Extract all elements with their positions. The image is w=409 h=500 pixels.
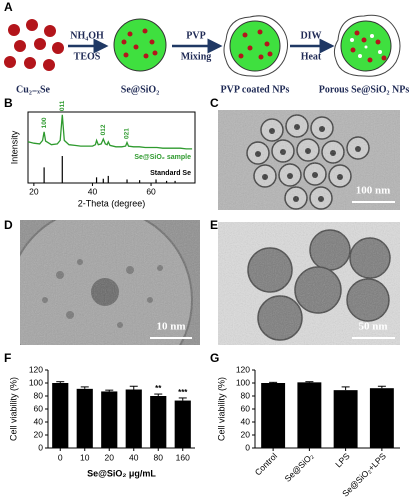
plot-frame: [27, 111, 196, 184]
panel-label: A: [4, 0, 13, 14]
y-axis-label: Cell viability (%): [216, 377, 226, 441]
x-tick-label: 0: [58, 452, 63, 462]
y-tick-label: 0: [38, 442, 43, 452]
x-tick-label: 160: [176, 452, 190, 462]
peak-label: 011: [59, 100, 66, 111]
series-label: Standard Se: [150, 170, 191, 177]
panel-label: F: [4, 351, 11, 365]
tem-image-e: [218, 222, 400, 345]
scale-bar-label: 10 nm: [156, 321, 185, 333]
xrd-curve: [27, 114, 193, 150]
peak-label: 100: [41, 117, 48, 128]
scale-bar-label: 50 nm: [358, 321, 387, 333]
panel-label: E: [210, 218, 218, 232]
significance: ***: [178, 388, 188, 397]
bar: [333, 390, 358, 448]
stage-label: Se@SiO₂: [121, 84, 159, 95]
peak-label: 012: [100, 124, 107, 135]
panel-label: D: [4, 218, 13, 232]
reagent: TEOS: [74, 51, 101, 62]
x-tick-label: 80: [154, 452, 164, 462]
y-tick-label: 100: [29, 377, 43, 387]
panel-label: C: [210, 96, 219, 110]
x-tick-label: 20: [29, 186, 39, 196]
stage-label: Cu₂₋ₓSe: [16, 84, 50, 95]
y-tick-label: 100: [236, 377, 250, 387]
x-tick-label: 10: [80, 452, 90, 462]
pvp-coated-particle: [223, 15, 288, 77]
bar: [297, 382, 322, 448]
panel-label: B: [4, 96, 13, 110]
x-tick-label: 20: [105, 452, 115, 462]
tem-image-c: [218, 110, 400, 210]
reagent: NH₄OH: [70, 30, 104, 41]
reagent: DIW: [300, 30, 321, 41]
y-tick-label: 60: [241, 403, 251, 413]
peak-label: 021: [124, 128, 131, 139]
reagent: Heat: [301, 51, 322, 62]
panel-label: G: [210, 351, 219, 365]
x-axis-label: 2-Theta (degree): [78, 198, 146, 208]
x-axis-label: Se@SiO₂ μg/mL: [87, 468, 156, 478]
x-tick-label: 40: [88, 186, 98, 196]
y-tick-label: 20: [241, 429, 251, 439]
y-tick-label: 40: [241, 416, 251, 426]
x-tick-label: Se@SiO₂: [282, 451, 315, 484]
bar: [52, 383, 69, 448]
y-tick-label: 0: [245, 442, 250, 452]
series-label: Se@SiO₂ sample: [134, 154, 191, 161]
y-axis-label: Intensity: [9, 130, 19, 164]
y-tick-label: 80: [34, 390, 44, 400]
cu-se-particles: [4, 19, 64, 71]
porous-particle: [333, 14, 401, 77]
y-tick-label: 60: [34, 403, 44, 413]
x-tick-label: 60: [146, 186, 156, 196]
stage-label: PVP coated NPs: [221, 84, 290, 95]
y-tick-label: 80: [241, 390, 251, 400]
y-tick-label: 20: [34, 429, 44, 439]
stage-label: Porous Se@SiO₂ NPs: [319, 84, 409, 95]
scale-bar-label: 100 nm: [356, 185, 391, 197]
bar: [76, 388, 93, 448]
significance: **: [155, 384, 162, 393]
bar: [101, 391, 118, 448]
reagent: PVP: [186, 30, 205, 41]
y-tick-label: 120: [236, 364, 250, 374]
x-tick-label: LPS: [333, 451, 352, 470]
bar: [369, 388, 394, 448]
bar: [174, 400, 191, 448]
bar: [125, 389, 142, 448]
reagent: Mixing: [181, 51, 212, 62]
se-sio2-particle: [113, 18, 167, 72]
bar: [150, 396, 167, 448]
y-tick-label: 40: [34, 416, 44, 426]
x-tick-label: 40: [129, 452, 139, 462]
tem-image-d: [20, 220, 200, 345]
y-tick-label: 120: [29, 364, 43, 374]
x-tick-label: Control: [253, 451, 280, 478]
bar: [261, 383, 286, 448]
y-axis-label: Cell viability (%): [8, 377, 18, 441]
